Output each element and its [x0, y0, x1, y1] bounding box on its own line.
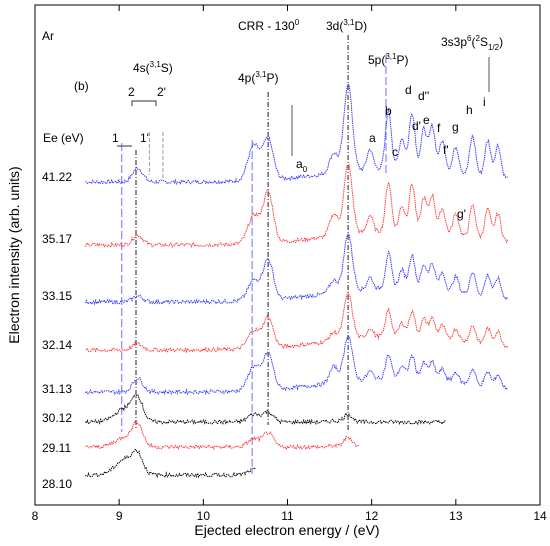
x-tick-label: 12 [365, 509, 379, 523]
peak-dpp-label: d'' [418, 89, 429, 103]
panel-label: (b) [74, 79, 89, 93]
series-label: 33.15 [42, 289, 72, 303]
peak-g-label: g [452, 120, 459, 134]
plot-frame [34, 4, 541, 506]
series-label: 28.10 [42, 477, 72, 491]
series-labels: 41.22 35.17 33.15 32.14 31.13 30.12 29.11 28.10 [42, 170, 72, 491]
x-tick-label: 13 [449, 509, 463, 523]
spectrum-line [85, 394, 447, 426]
y-axis-label: Electron intensity (arb. units) [6, 166, 22, 343]
spectra-group [85, 84, 509, 479]
peak-c-label: c [392, 145, 398, 159]
spectrum-line [85, 163, 509, 249]
x-tick-label: 10 [197, 509, 211, 523]
x-tick-label: 8 [32, 509, 39, 523]
spectrum-line [85, 335, 509, 396]
legend-title: Ee (eV) [43, 131, 84, 145]
annotations: Ar (b) Ee (eV) CRR - 1300 4s(3,1S) 4p(3,… [42, 18, 503, 221]
spectrum-line [85, 449, 256, 479]
x-axis-ticks: 8 9 10 11 12 13 14 [32, 5, 547, 523]
series-label: 29.11 [42, 441, 71, 455]
peak-a0-label: a0 [296, 157, 308, 174]
x-tick-label: 14 [533, 509, 547, 523]
series-label: 32.14 [42, 338, 72, 352]
crr-label: CRR - 1300 [238, 18, 300, 33]
peak-b-label: b [385, 104, 392, 118]
spectrum-line [85, 84, 508, 186]
peak-f-label: f [437, 121, 441, 135]
element-label: Ar [42, 29, 54, 43]
4s-bracket [131, 100, 157, 106]
x-tick-label: 9 [116, 509, 123, 523]
peak-gp-label: g' [457, 207, 466, 221]
peak-2-label: 2 [128, 85, 135, 99]
4s-state-label: 4s(3,1S) [133, 60, 173, 75]
reference-lines [121, 35, 387, 474]
peak-a-label: a [369, 131, 376, 145]
series-label: 30.12 [42, 411, 72, 425]
peak-d-label: d [405, 83, 412, 97]
spectrum-line [85, 233, 509, 306]
series-label: 35.17 [42, 232, 72, 246]
3d-state-label: 3d(3,1D) [326, 18, 367, 33]
peak-2p-label: 2' [157, 85, 166, 99]
x-tick-label: 11 [281, 509, 294, 523]
annotation-markers [117, 57, 490, 156]
spectrum-line [85, 419, 360, 451]
5p-state-label: 5p(3,1P) [368, 52, 408, 67]
4p-state-label: 4p(3,1P) [238, 70, 278, 85]
peak-dp-label: d' [412, 119, 421, 133]
spectrum-line [85, 289, 509, 354]
peak-1p-label: 1' [140, 131, 149, 145]
x-axis-label: Ejected electron energy / (eV) [194, 522, 379, 538]
3s3p6-state-label: 3s3p6(2S1/2) [441, 34, 503, 52]
peak-i-label: i [483, 95, 486, 109]
series-label: 31.13 [42, 382, 72, 396]
series-label: 41.22 [42, 170, 72, 184]
peak-fp-label: f' [443, 143, 449, 157]
peak-e-label: e [423, 113, 430, 127]
peak-1-label: 1 [112, 131, 119, 145]
peak-h-label: h [466, 103, 473, 117]
